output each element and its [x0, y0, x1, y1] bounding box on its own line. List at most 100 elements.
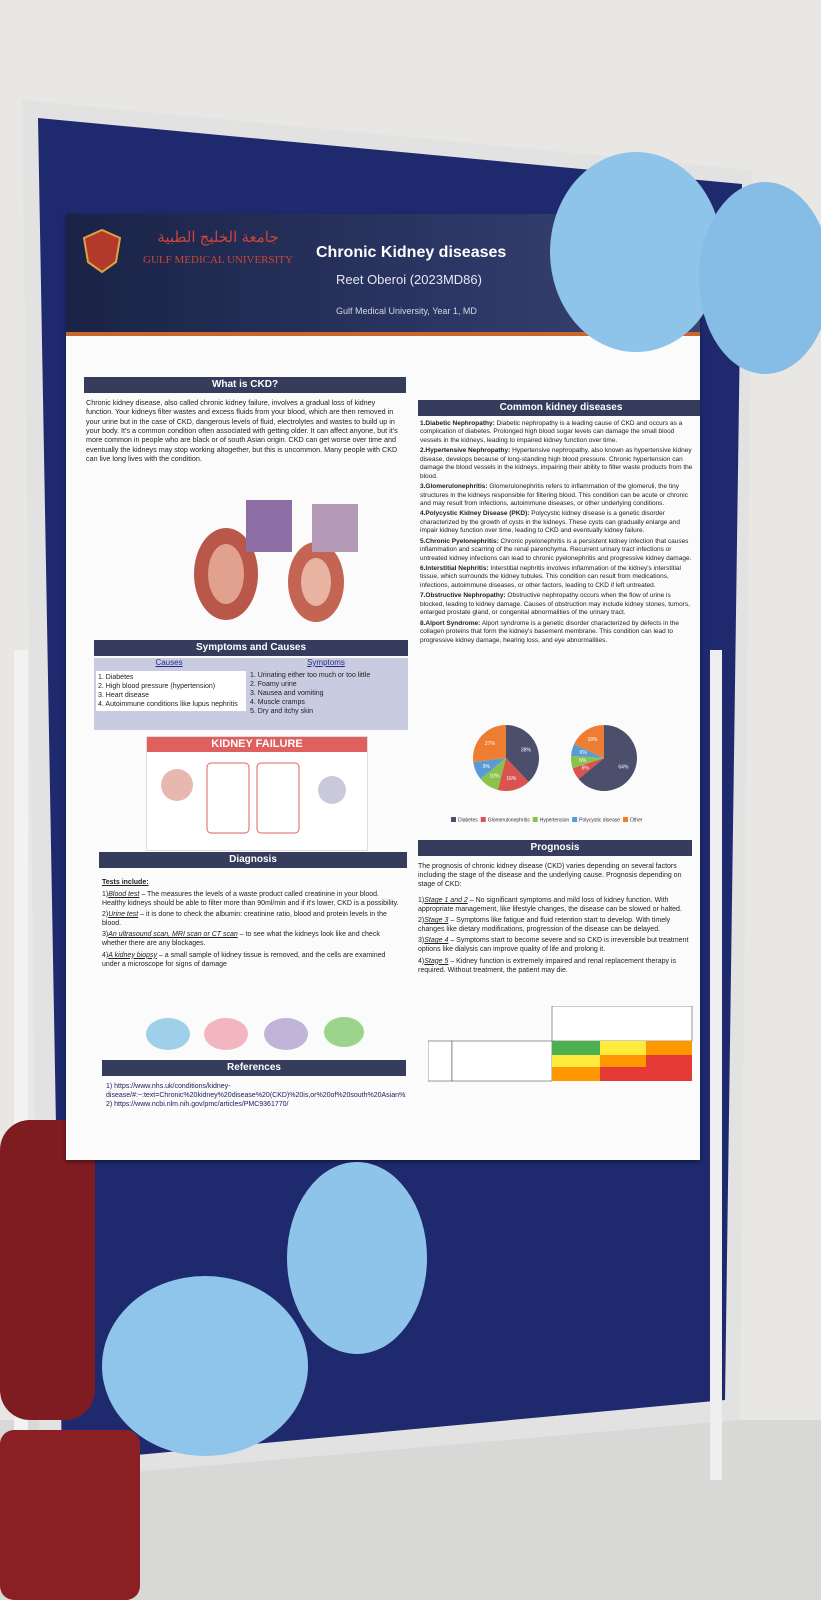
legend-label: Glomerulonephritis: [488, 817, 530, 823]
slice-label: 6%: [580, 750, 588, 756]
item-name: Blood test: [108, 891, 140, 898]
stage-item: 1)Stage 1 and 2 – No significant symptom…: [418, 896, 692, 914]
pie-slice: [497, 758, 529, 791]
item-name: Stage 5: [424, 957, 449, 965]
pie-slice: [571, 743, 604, 758]
logo: [82, 228, 122, 274]
list-item: 2. High blood pressure (hypertension): [98, 683, 216, 691]
section-heading: Common kidney diseases: [418, 400, 700, 416]
item-name: An ultrasound scan, MRI scan or CT scan: [108, 931, 238, 939]
legend-swatch: [572, 817, 578, 822]
poster-header: جامعة الخليج الطبية GULF MEDICAL UNIVERS…: [66, 214, 700, 336]
legend-swatch: [451, 817, 456, 822]
disease-name: 2.Hypertensive Nephropathy:: [420, 447, 511, 455]
item-text: – it is done to check the albumin: creat…: [102, 911, 387, 928]
pie-slice: [571, 755, 604, 769]
kidney-illustration: [194, 500, 358, 622]
legend-label: Hypertension: [540, 817, 570, 823]
list-item: 3. Nausea and vomiting: [250, 690, 324, 698]
list-item: 1) https://www.nhs.uk/conditions/kidney-…: [106, 1083, 406, 1100]
disease-name: 5.Chronic Pyelonephritis:: [420, 537, 499, 545]
chair-seat: [0, 1430, 140, 1600]
slice-label: 16%: [506, 776, 517, 782]
pie-charts: 38% 16% 10% 9% 27% 64% 6% 6% 6% 18% Diabetes Glomer…: [451, 725, 643, 823]
test-item: 2)Urine test – it is done to check the a…: [102, 910, 402, 928]
symptoms-list: 1. Urinating either too much or too litt…: [250, 671, 404, 716]
staging-table: [428, 1006, 693, 1082]
section-heading: Symptoms and Causes: [94, 640, 408, 656]
slice-label: 38%: [521, 747, 532, 753]
slice-label: 27%: [485, 741, 496, 747]
item-text: – a small sample of kidney tissue is rem…: [102, 951, 386, 968]
pie-slice: [572, 758, 604, 780]
pie-slice: [480, 758, 506, 790]
list-item: 3. Heart disease: [98, 692, 149, 700]
column-heading: Symptoms: [307, 658, 345, 667]
disease-item: 8.Alport Syndrome: Alport syndrome is a …: [420, 620, 696, 645]
item-name: Stage 4: [424, 937, 449, 945]
item-number: 1): [418, 897, 425, 904]
disease-text: Glomerulonephritis refers to inflammatio…: [420, 483, 688, 507]
infographic-title: KIDNEY FAILURE: [147, 737, 367, 752]
stand-leg: [710, 650, 722, 1480]
item-text: – to see what the kidneys look like and …: [102, 931, 380, 948]
section-heading: What is CKD?: [84, 377, 406, 393]
disease-text: Interstitial nephritis involves inflamma…: [420, 565, 681, 589]
slice-label: 64%: [618, 764, 629, 770]
disease-text: Chronic pyelonephritis is a persistent k…: [420, 537, 692, 562]
stage-item: 4)Stage 5 – Kidney function is extremely…: [418, 957, 692, 975]
prognosis-intro: The prognosis of chronic kidney disease …: [418, 863, 682, 889]
item-text: – No significant symptoms and mild loss …: [418, 897, 682, 914]
disease-text: Diabetic nephropathy is a leading cause …: [420, 420, 683, 444]
affiliation: Gulf Medical University, Year 1, MD: [336, 306, 477, 316]
item-number: 2): [102, 911, 109, 919]
disease-item: 6.Interstitial Nephritis: Interstitial n…: [420, 565, 696, 590]
slice-label: 6%: [579, 758, 587, 764]
item-number: 4): [102, 951, 109, 959]
disease-item: 4.Polycystic Kidney Disease (PKD): Polyc…: [420, 510, 696, 535]
causes-list: 1. Diabetes 2. High blood pressure (hyper…: [96, 671, 246, 712]
author: Reet Oberoi (2023MD86): [336, 272, 482, 287]
legend-swatch: [623, 817, 629, 822]
legend-swatch: [480, 817, 486, 822]
disease-item: 2.Hypertensive Nephropathy: Hypertensive…: [420, 447, 696, 481]
chair-back: [0, 1120, 95, 1420]
disease-name: 6.Interstitial Nephritis:: [420, 565, 489, 572]
stages-list: 1)Stage 1 and 2 – No significant symptom…: [418, 896, 692, 996]
disease-text: Obstructive nephropathy occurs when the …: [420, 592, 690, 617]
item-text: – Symptoms start to become severe and so…: [418, 937, 689, 954]
list-item: 2) https://www.ncbi.nlm.nih.gov/pmc/arti…: [106, 1101, 289, 1109]
list-item: 1. Urinating either too much or too litt…: [250, 672, 371, 679]
pie-slice: [506, 725, 539, 783]
disease-item: 1.Diabetic Nephropathy: Diabetic nephrop…: [420, 420, 696, 445]
legend-swatch: [532, 817, 538, 822]
legend-label: Polycystic disease: [579, 817, 620, 823]
item-name: A kidney biopsy: [108, 951, 158, 959]
poster-title: Chronic Kidney diseases: [316, 244, 507, 261]
disease-item: 5.Chronic Pyelonephritis: Chronic pyelon…: [420, 538, 696, 563]
test-item: 4)A kidney biopsy – a small sample of ki…: [102, 951, 402, 969]
slice-label: 10%: [489, 773, 500, 779]
item-number: 3): [418, 937, 425, 945]
references-list: 1) https://www.nhs.uk/conditions/kidney-…: [106, 1082, 406, 1109]
infographic: KIDNEY FAILURE: [146, 736, 368, 851]
slice-label: 9%: [483, 764, 491, 770]
list-item: 5. Dry and itchy skin: [250, 708, 314, 716]
test-item: 3)An ultrasound scan, MRI scan or CT sca…: [102, 930, 402, 948]
legend-label: Other: [630, 817, 643, 823]
section-heading: Diagnosis: [99, 852, 407, 868]
list-item: 4. Autoimmune conditions like lupus neph…: [98, 701, 238, 709]
item-number: 1): [102, 891, 109, 898]
tests-list: 1)Blood test – The measures the levels o…: [102, 890, 402, 1010]
item-name: Stage 3: [424, 917, 449, 925]
pie-slice: [473, 725, 506, 763]
item-name: Stage 1 and 2: [424, 897, 468, 904]
item-number: 4): [418, 957, 425, 965]
disease-name: 4.Polycystic Kidney Disease (PKD):: [420, 510, 530, 518]
diagnosis-intro: Tests include:: [102, 879, 149, 886]
disease-name: 8.Alport Syndrome:: [420, 619, 481, 627]
disease-name: 1.Diabetic Nephropathy:: [420, 420, 495, 427]
disease-text: Alport syndrome is a genetic disorder ch…: [420, 619, 680, 644]
disease-name: 3.Glomerulonephritis:: [420, 483, 488, 491]
